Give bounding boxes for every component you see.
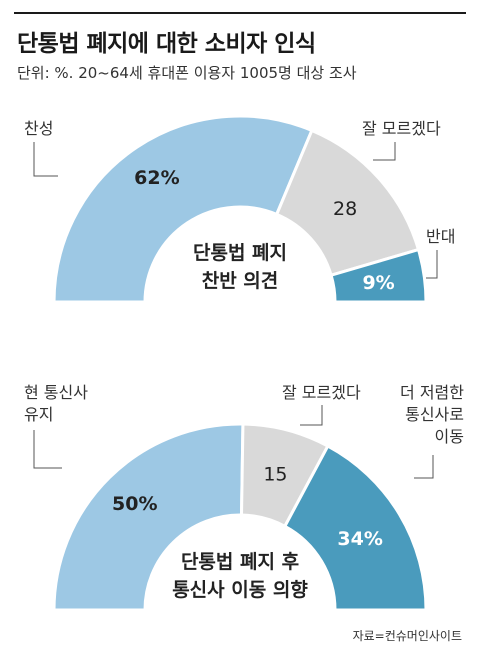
chart2-center-line2: 통신사 이동 의향 (172, 579, 308, 601)
chart1-value-label-2: 28 (333, 198, 357, 220)
chart1-center-line2: 찬반 의견 (201, 270, 279, 292)
chart1-label-oppose: 반대 (426, 227, 456, 246)
chart1-center-line1: 단통법 폐지 (192, 242, 287, 264)
chart1-slice-1 (52, 114, 314, 304)
chart2-label-move: 더 저렴한 통신사로 이동 (400, 383, 464, 446)
chart1-center-label: 단통법 폐지 찬반 의견 (166, 239, 314, 295)
chart1-value-label-1: 62% (134, 167, 179, 189)
chart1-slice-3 (329, 247, 428, 304)
chart2-value-label-1: 50% (112, 493, 157, 515)
chart2-slice-3 (282, 444, 428, 612)
chart2-leader-line-1 (33, 430, 62, 469)
chart1-label-unsure: 잘 모르겠다 (362, 119, 441, 138)
top-rule (14, 12, 466, 14)
page-title: 단통법 폐지에 대한 소비자 인식 (17, 31, 316, 57)
chart2-center-label: 단통법 폐지 후 통신사 이동 의향 (150, 548, 330, 604)
chart1-leader-line-1 (33, 142, 58, 177)
chart2-leader-line-2 (300, 405, 323, 426)
chart2-slice-1 (52, 422, 245, 612)
chart1-leader-line-2 (373, 142, 396, 161)
chart1-leader-line-3 (426, 250, 438, 279)
chart2-center-line1: 단통법 폐지 후 (180, 551, 300, 573)
chart1-label-support: 찬성 (24, 119, 54, 138)
page-subtitle: 단위: %. 20~64세 휴대폰 이용자 1005명 대상 조사 (17, 64, 357, 82)
chart2-value-label-3: 34% (337, 528, 382, 550)
chart2-leader-line-3 (414, 455, 434, 479)
chart1-value-label-3: 9% (362, 272, 394, 294)
chart2-value-label-2: 15 (263, 464, 287, 486)
chart2-label-stay: 현 통신사 유지 (24, 383, 88, 424)
source-note: 자료=컨슈머인사이트 (352, 629, 462, 643)
chart2-label-unsure: 잘 모르겠다 (282, 383, 361, 402)
